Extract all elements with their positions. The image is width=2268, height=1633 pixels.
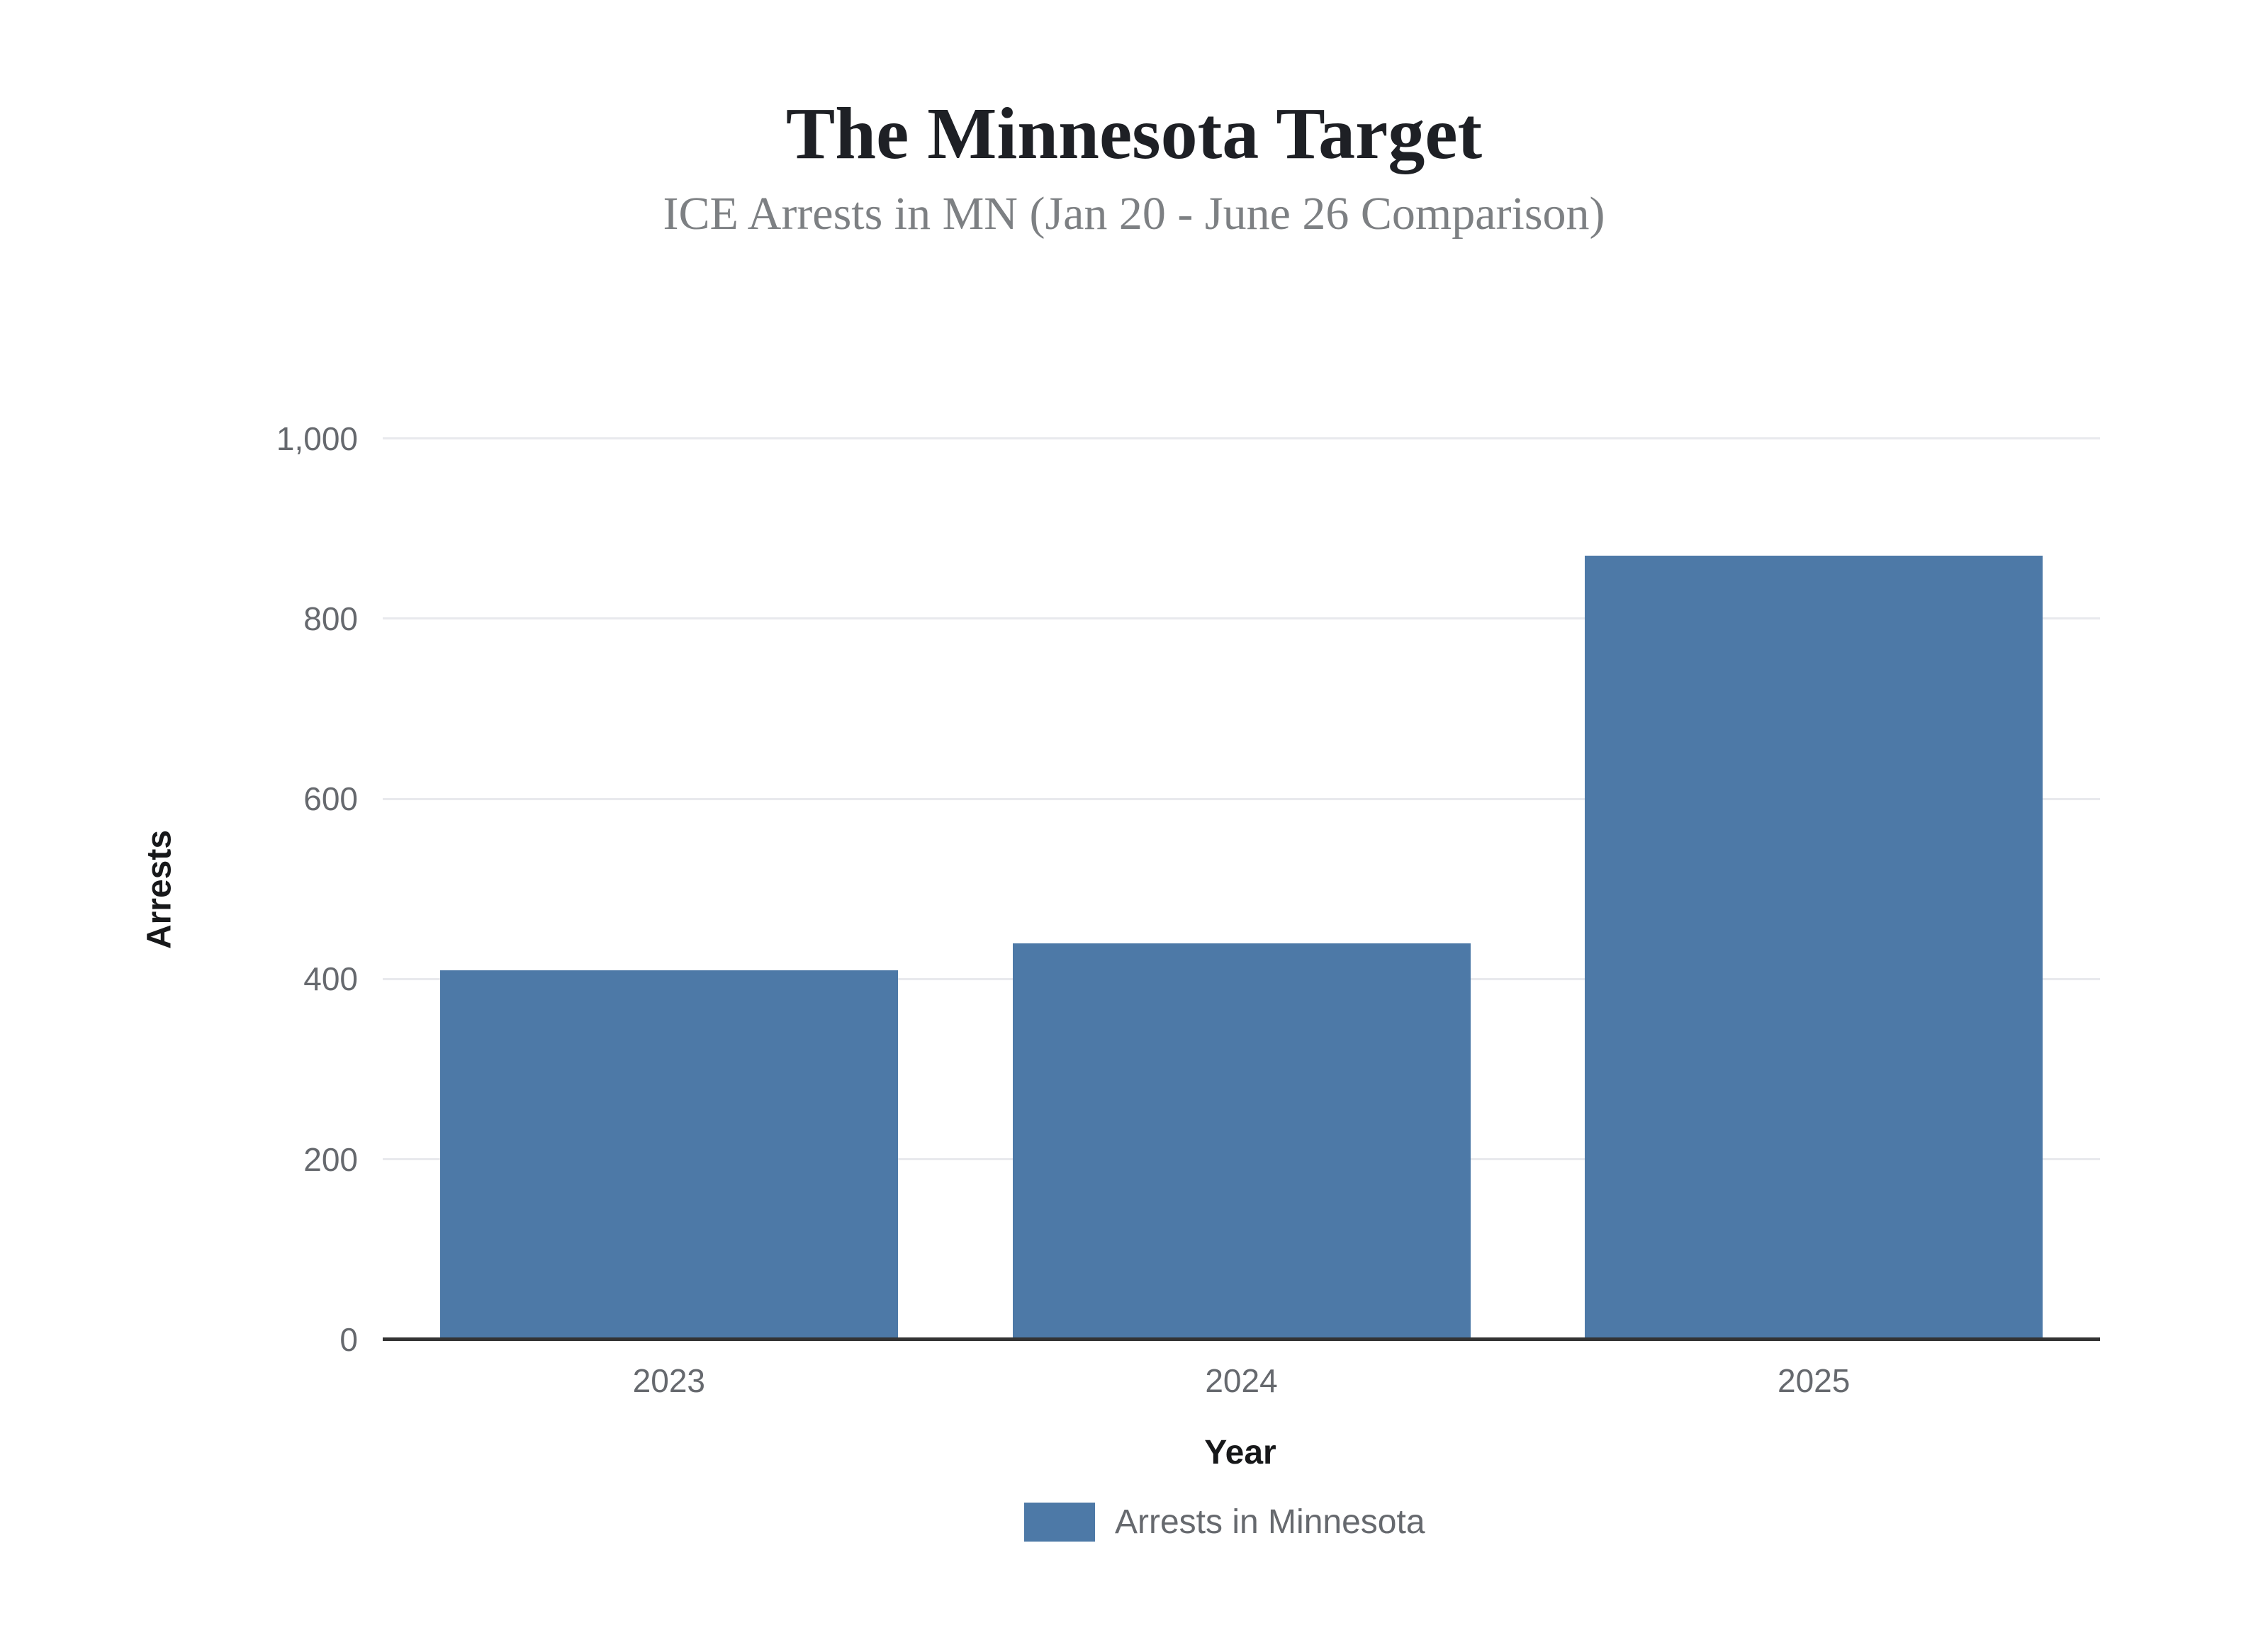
x-axis-line [383,1337,2100,1341]
bar[interactable] [440,970,898,1340]
gridline [383,617,2100,620]
y-axis-title: Arrests [140,829,179,950]
y-tick-label: 1,000 [276,420,358,457]
chart-subtitle: ICE Arrests in MN (Jan 20 - June 26 Comp… [663,188,1605,240]
y-tick-label: 600 [303,780,358,818]
legend: Arrests in Minnesota [1024,1503,1425,1542]
x-tick-label: 2023 [632,1362,705,1399]
x-tick-label: 2025 [1777,1362,1851,1399]
y-tick-label: 0 [339,1321,358,1358]
y-tick-label: 400 [303,960,358,998]
y-tick-label: 200 [303,1140,358,1178]
legend-swatch [1024,1503,1095,1542]
chart-title: The Minnesota Target [785,93,1483,174]
legend-label: Arrests in Minnesota [1115,1503,1425,1541]
y-tick-label: 800 [303,600,358,637]
bar[interactable] [1012,943,1471,1340]
gridline [383,437,2100,439]
bar[interactable] [1585,555,2043,1340]
x-axis-title: Year [1204,1434,1276,1471]
x-tick-label: 2024 [1205,1362,1278,1399]
gridline [383,797,2100,800]
